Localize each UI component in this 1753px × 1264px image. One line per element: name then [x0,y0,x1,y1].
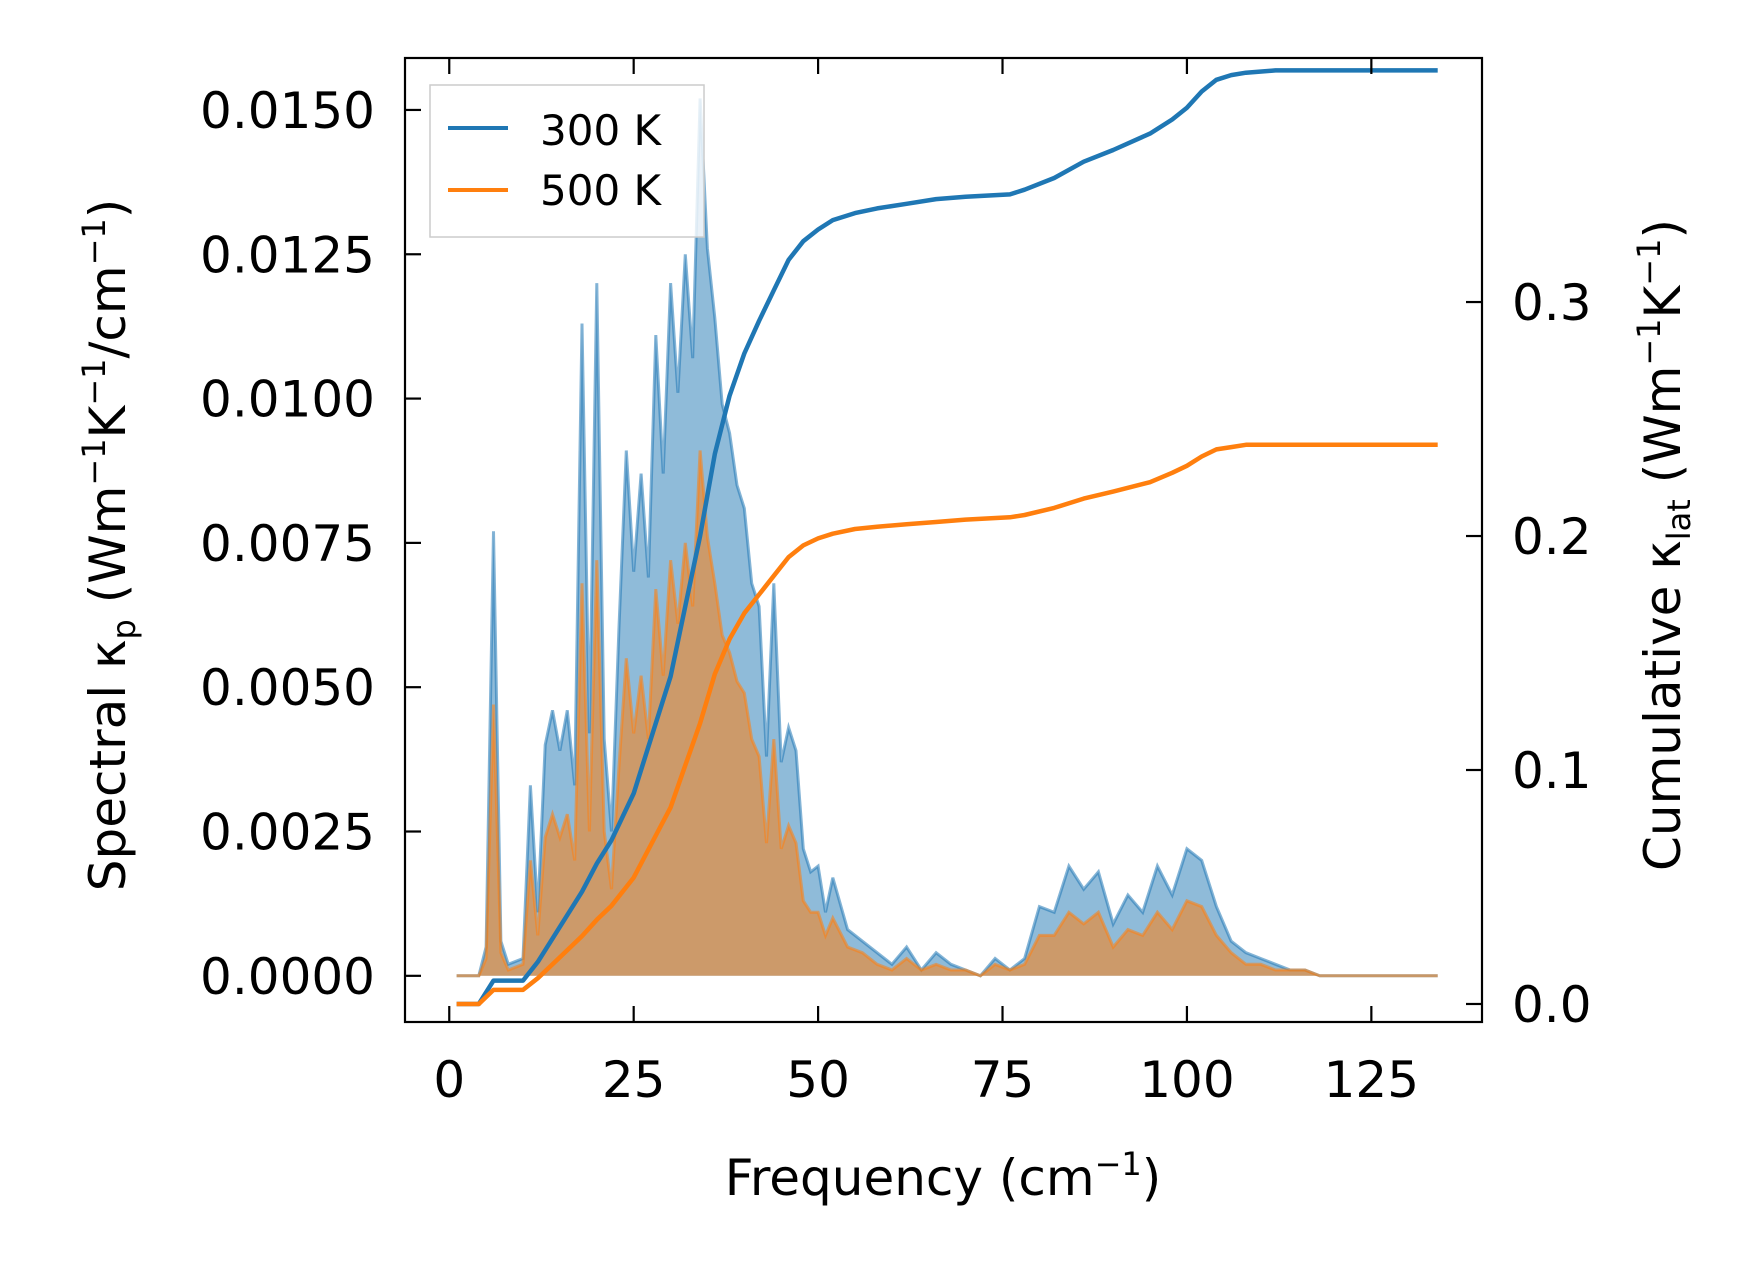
cumulative-line-500k [456,442,1438,1007]
legend-label-500k: 500 K [540,166,663,215]
x-tick-label: 75 [971,1051,1035,1109]
plot-area [456,68,1438,1007]
y-tick-label-left: 0.0025 [200,804,375,862]
spectral-line-300k [456,98,1438,978]
x-tick-label: 125 [1324,1051,1419,1109]
legend: 300 K 500 K [429,84,705,238]
y-axis-title-right: Cumulative κlat (Wm−1K−1) [1630,219,1698,871]
y-tick-label-right: 0.0 [1512,976,1592,1034]
x-tick-label: 25 [602,1051,666,1109]
axes: 0 25 50 75 100 125 0.0000 0.0025 0.0050 0.0075 0.0… [200,58,1592,1109]
y-axis-title-left: Spectral κp (Wm−1K−1/cm−1) [75,199,143,892]
y-tick-label-right: 0.3 [1512,274,1592,332]
legend-label-300k: 300 K [540,106,663,155]
y-tick-label-left: 0.0050 [200,659,375,717]
spectral-line-500k [456,450,1438,978]
y-tick-label-left: 0.0125 [200,226,375,284]
cumulative-line-300k [456,68,1438,1007]
plot-frame [403,56,1484,1024]
y-tick-label-left: 0.0075 [200,515,375,573]
y-tick-label-right: 0.2 [1512,508,1592,566]
y-tick-label-right: 0.1 [1512,742,1592,800]
y-tick-label-left: 0.0150 [200,82,375,140]
spectral-area-500k [456,450,1438,976]
y-tick-label-left: 0.0000 [200,948,375,1006]
x-tick-label: 100 [1139,1051,1234,1109]
y-tick-label-left: 0.0100 [200,371,375,429]
legend-box [429,84,705,238]
x-tick-label: 0 [433,1051,465,1109]
x-tick-label: 50 [786,1051,850,1109]
x-axis-title: Frequency (cm−1) [725,1145,1162,1207]
